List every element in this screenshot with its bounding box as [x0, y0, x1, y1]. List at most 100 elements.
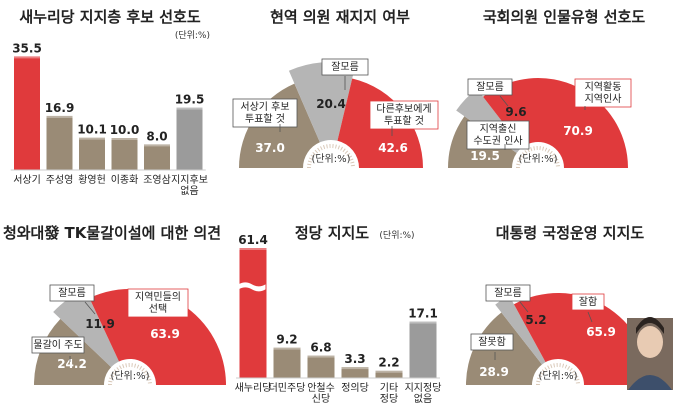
- gauge-segment-relocation-1: [53, 288, 120, 368]
- chart-title-approval: 대통령 국정운영 지지도: [496, 224, 645, 242]
- bar-cap-support-2: [79, 137, 105, 140]
- callout-line-approval-2: [587, 311, 593, 323]
- unit-incumbent: (단위:%): [311, 152, 350, 165]
- unit-relocation: (단위:%): [110, 369, 149, 382]
- value-label-relocation-2: 63.9: [150, 327, 180, 341]
- callout-box-relocation-2: [127, 288, 189, 318]
- category-label-approval-0: 잘못함: [478, 336, 506, 348]
- value-label-approval-1: 5.2: [525, 313, 546, 327]
- bar-cap-party-5: [409, 321, 437, 324]
- axis-break-party: [238, 282, 266, 292]
- chart-title-incumbent: 현역 의원 재지지 여부: [270, 8, 410, 26]
- callout-box-mpType-2: [574, 78, 632, 108]
- bars-support: 35.5 서상기 16.9 주성영 10.1 황영헌 10.0 이종화 8.0 조영삼 19.5 지지…: [10, 41, 208, 197]
- callout-line-approval-1: [519, 301, 529, 313]
- unit-support: (단위:%): [175, 30, 210, 41]
- callout-box-incumbent-2: [369, 100, 439, 130]
- value-label-incumbent-1: 20.4: [316, 97, 346, 111]
- callout-box-approval-0: [470, 333, 514, 351]
- bar-party-1: [273, 347, 301, 378]
- gauge-inner-ring-relocation: [108, 363, 152, 386]
- bar-cap-support-5: [176, 107, 203, 110]
- chart-title-party: 정당 지지도: [295, 224, 369, 242]
- value-label-mpType-0: 19.5: [470, 149, 500, 163]
- callout-line-mpType-1: [499, 95, 509, 107]
- bar-cap-support-0: [14, 56, 40, 59]
- category-label-party-5: 지지정당 없음: [405, 382, 442, 405]
- value-label-party-5: 17.1: [408, 307, 438, 321]
- unit-party: (단위:%): [379, 230, 414, 241]
- gauge-segment-incumbent-1: [288, 61, 356, 143]
- value-label-party-3: 3.3: [344, 352, 365, 366]
- value-label-party-2: 6.8: [310, 341, 331, 355]
- bar-support-3: [111, 138, 138, 170]
- category-label-incumbent-2: 다른후보에게 투표할 것: [376, 103, 431, 127]
- portrait-photo: [627, 317, 673, 390]
- value-label-party-1: 9.2: [276, 333, 297, 347]
- bar-support-2: [79, 137, 105, 170]
- value-label-party-4: 2.2: [378, 356, 399, 370]
- category-label-support-3: 이종화: [111, 174, 139, 186]
- bar-support-5: [176, 107, 203, 170]
- category-label-relocation-0: 물갈이 주도: [33, 338, 82, 351]
- bars-party: 61.4 새누리당 9.2 더민주당 6.8 안철수 신당 3.3 정의당 2.2 기타 정당 17.1…: [235, 233, 442, 405]
- bar-support-1: [46, 115, 73, 170]
- category-label-support-4: 조영삼: [143, 174, 171, 186]
- category-label-relocation-2: 지역민들의 선택: [135, 291, 181, 315]
- gauge-relocation: (단위:%) 24.2 11.9 63.9 물갈이 주도 잘모름 지역민들의 선택: [31, 284, 226, 386]
- gauge-inner-ring-mpType: [516, 146, 560, 169]
- category-label-support-0: 서상기: [13, 174, 41, 186]
- gauge-segment-relocation-2: [89, 288, 226, 385]
- category-label-approval-2: 잘함: [579, 296, 597, 308]
- gauge-mp-type: (단위:%) 19.5 9.6 70.9 지역출신 수도권 인사 잘모름 지역활동 지역인사: [448, 78, 632, 169]
- bar-cap-support-4: [144, 144, 170, 147]
- callout-box-relocation-1: [49, 284, 95, 302]
- category-label-relocation-1: 잘모름: [58, 287, 86, 299]
- callout-box-incumbent-1: [321, 58, 369, 76]
- value-label-relocation-0: 24.2: [57, 357, 87, 371]
- category-label-incumbent-0: 서상기 후보 투표할 것: [240, 101, 289, 125]
- gauge-inner-ring-approval: [536, 363, 580, 386]
- category-label-approval-1: 잘모름: [494, 287, 522, 299]
- bar-party-2: [307, 355, 335, 378]
- category-label-mpType-2: 지역활동 지역인사: [585, 80, 622, 105]
- bar-cap-party-3: [341, 367, 369, 370]
- category-label-support-1: 주성영: [46, 174, 74, 186]
- callout-box-mpType-0: [466, 120, 530, 150]
- callout-box-mpType-1: [467, 78, 513, 96]
- category-label-support-2: 황영헌: [78, 174, 106, 186]
- callout-box-incumbent-0: [232, 98, 298, 128]
- gauge-segment-approval-1: [495, 295, 546, 365]
- category-label-party-3: 정의당: [341, 382, 369, 394]
- gauge-segment-approval-2: [513, 293, 650, 385]
- panel-party: 정당 지지도 (단위:%) 61.4 새누리당 9.2 더민주당 6.8 안철수 신당 3.3…: [235, 224, 442, 405]
- panel-relocation: 청와대發 TK물갈이설에 대한 의견 (단위:%) 24.2 11.9 63.9 물갈이…: [3, 224, 226, 386]
- category-label-party-1: 더민주당: [269, 382, 306, 394]
- value-label-support-3: 10.0: [110, 123, 140, 137]
- value-label-support-1: 16.9: [45, 101, 75, 115]
- bar-party-0: [239, 248, 267, 378]
- bar-cap-support-3: [111, 138, 138, 140]
- value-label-party-0: 61.4: [238, 233, 268, 247]
- value-label-approval-0: 28.9: [479, 365, 509, 379]
- category-label-party-0: 새누리당: [235, 382, 272, 394]
- bar-support-0: [14, 56, 40, 170]
- category-label-mpType-1: 잘모름: [476, 81, 504, 93]
- chart-title-relocation: 청와대發 TK물갈이설에 대한 의견: [3, 224, 221, 242]
- callout-line-relocation-1: [84, 301, 96, 315]
- callout-box-approval-1: [485, 284, 531, 302]
- value-label-mpType-2: 70.9: [563, 124, 593, 138]
- bar-cap-party-0: [239, 248, 267, 250]
- value-label-support-5: 19.5: [175, 93, 205, 107]
- chart-title-support: 새누리당 지지층 후보 선호도: [19, 8, 200, 26]
- panel-support: 새누리당 지지층 후보 선호도 (단위:%) 35.5 서상기 16.9 주성영 10.…: [10, 8, 210, 197]
- bar-cap-party-4: [375, 370, 403, 373]
- bar-cap-support-1: [46, 115, 73, 118]
- category-label-party-4: 기타 정당: [380, 382, 398, 405]
- bar-party-3: [341, 367, 369, 378]
- value-label-support-2: 10.1: [77, 123, 107, 137]
